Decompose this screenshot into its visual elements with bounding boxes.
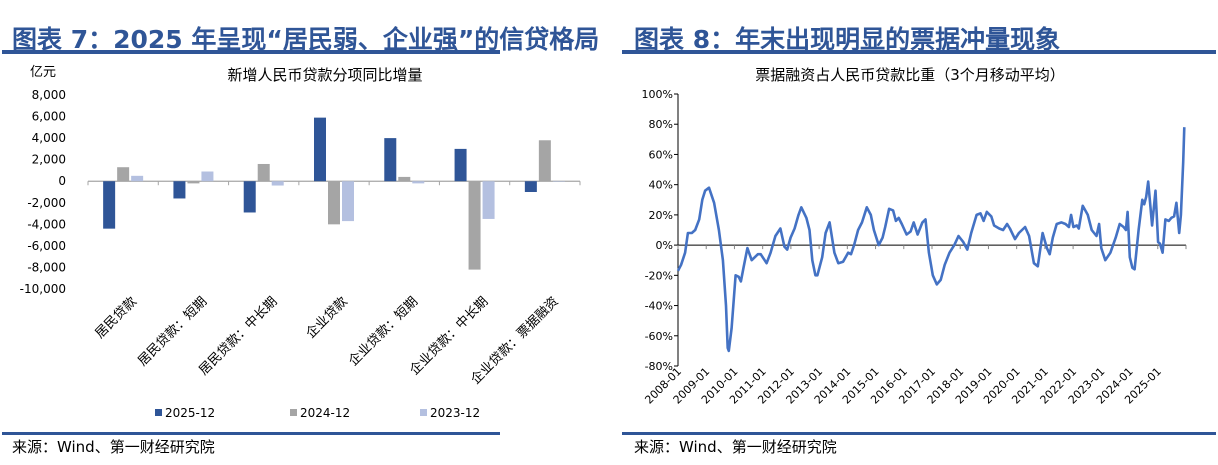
bar-2025-12 — [384, 138, 397, 182]
y-tick-label: 4,000 — [32, 131, 66, 145]
bar-chart-title: 新增人民币贷款分项同比增量 — [227, 66, 422, 84]
y-axis-unit: 亿元 — [30, 65, 56, 80]
category-label: 居民贷款：短期 — [135, 294, 210, 369]
bar-2025-12 — [173, 181, 186, 199]
legend-swatch-2023-12 — [420, 409, 427, 416]
bar-2023-12 — [482, 181, 495, 219]
y-tick-label: 0% — [656, 239, 673, 252]
bar-2023-12 — [342, 181, 354, 222]
y-tick-label: 80% — [649, 118, 673, 131]
figure-7-title: 图表 7：2025 年呈现“居民弱、企业强”的信贷格局 — [12, 25, 600, 54]
y-tick-label: 0 — [58, 174, 66, 188]
bar-2023-12 — [271, 181, 284, 186]
category-label: 企业贷款 — [303, 294, 351, 342]
bar-2024-12 — [468, 181, 481, 270]
title-rule-right — [622, 50, 1216, 54]
bar-2024-12 — [398, 176, 411, 182]
y-tick-label: -80% — [645, 360, 673, 373]
y-tick-label: -2,000 — [27, 196, 66, 210]
source-rule-left — [2, 432, 500, 435]
bar-2025-12 — [454, 148, 467, 182]
bar-2024-12 — [257, 163, 270, 182]
bar-2024-12 — [187, 181, 200, 184]
y-tick-label: -4,000 — [27, 217, 66, 231]
y-tick-label: -8,000 — [27, 260, 66, 274]
y-tick-label: 40% — [649, 179, 673, 192]
bar-2025-12 — [243, 181, 256, 213]
y-tick-label: -60% — [645, 330, 673, 343]
y-tick-label: 6,000 — [32, 110, 66, 124]
source-right: 来源：Wind、第一财经研究院 — [634, 438, 837, 456]
figure-8-title: 图表 8：年末出现明显的票据冲量现象 — [634, 25, 1061, 54]
bar-2023-12 — [131, 175, 144, 182]
bar-2025-12 — [524, 181, 537, 192]
category-label: 企业贷款：短期 — [345, 294, 421, 370]
bar-2024-12 — [538, 140, 551, 182]
y-tick-label: -20% — [645, 269, 673, 282]
title-rule-left — [2, 50, 500, 54]
legend-label: 2024-12 — [300, 406, 350, 420]
y-tick-label: 100% — [642, 88, 673, 101]
category-label: 居民贷款 — [93, 294, 140, 341]
bar-2023-12 — [552, 181, 565, 182]
bar-2023-12 — [201, 171, 214, 182]
legend-label: 2025-12 — [165, 406, 215, 420]
y-tick-label: -10,000 — [20, 282, 66, 296]
legend-label: 2023-12 — [430, 406, 480, 420]
bar-2024-12 — [328, 181, 340, 225]
legend-swatch-2024-12 — [290, 409, 297, 416]
y-tick-label: 2,000 — [32, 153, 66, 167]
series-line — [676, 127, 1186, 353]
bar-2025-12 — [103, 181, 116, 229]
y-tick-label: -40% — [645, 300, 673, 313]
y-tick-label: 60% — [649, 148, 673, 161]
line-chart-title: 票据融资占人民币贷款比重（3个月移动平均） — [755, 66, 1065, 84]
y-tick-label: -6,000 — [27, 239, 66, 253]
legend-swatch-2025-12 — [155, 409, 162, 416]
category-label: 居民贷款：中长期 — [196, 294, 280, 378]
y-tick-label: 20% — [649, 209, 673, 222]
bar-2025-12 — [314, 117, 326, 182]
bar-2024-12 — [117, 167, 130, 182]
y-tick-label: 8,000 — [32, 88, 66, 102]
bar-2023-12 — [412, 181, 425, 184]
source-left: 来源：Wind、第一财经研究院 — [12, 438, 215, 456]
source-rule-right — [622, 432, 1216, 435]
